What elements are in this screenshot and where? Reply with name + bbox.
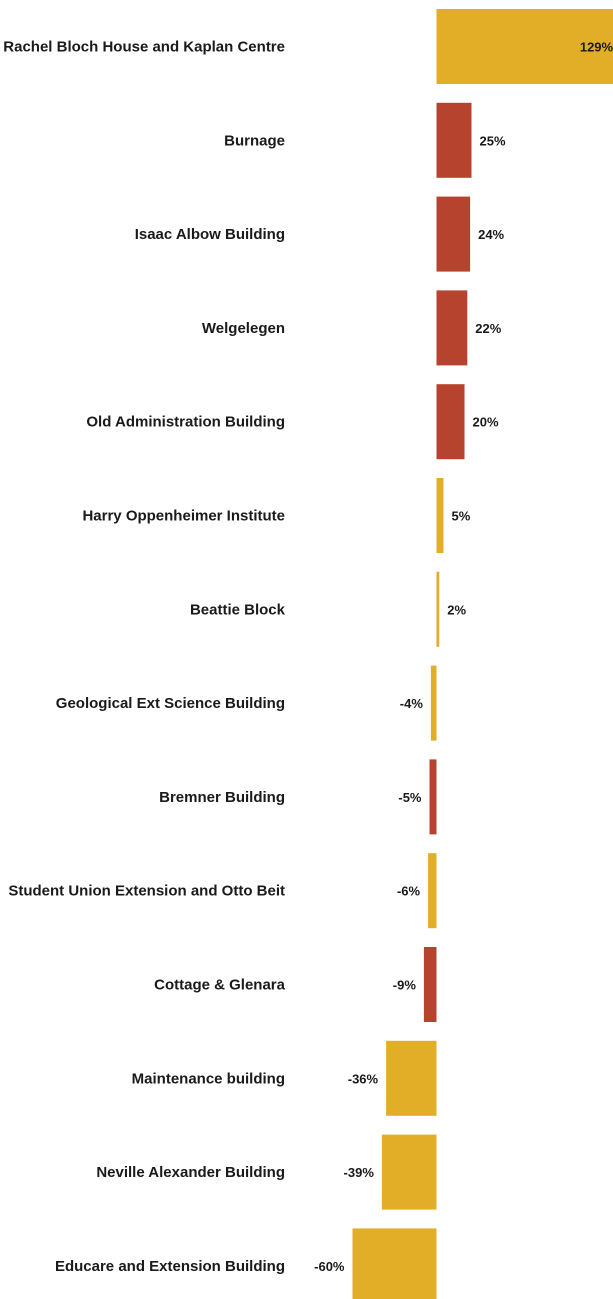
value-label-burnage: 25% [480, 133, 506, 148]
bar-educare-and-extension-building [352, 1228, 437, 1299]
category-label-educare-and-extension-building: Educare and Extension Building [55, 1258, 285, 1275]
value-label-maintenance-building: -36% [348, 1071, 379, 1086]
bar-welgelegen [436, 290, 468, 366]
category-label-student-union-extension-and-otto-beit: Student Union Extension and Otto Beit [8, 883, 285, 900]
category-label-harry-oppenheimer-institute: Harry Oppenheimer Institute [82, 508, 285, 525]
category-label-burnage: Burnage [224, 132, 285, 149]
value-label-welgelegen: 22% [475, 321, 501, 336]
value-label-neville-alexander-building: -39% [344, 1165, 375, 1180]
bar-maintenance-building [386, 1040, 437, 1116]
value-label-old-administration-building: 20% [473, 415, 499, 430]
bar-student-union-extension-and-otto-beit [428, 853, 437, 929]
value-label-geological-ext-science-building: -4% [400, 696, 424, 711]
category-label-rachel-bloch-house-and-kaplan-centre: Rachel Bloch House and Kaplan Centre [3, 39, 285, 56]
value-label-bremner-building: -5% [398, 790, 422, 805]
category-label-geological-ext-science-building: Geological Ext Science Building [56, 695, 285, 712]
category-label-neville-alexander-building: Neville Alexander Building [96, 1164, 285, 1181]
bar-old-administration-building [436, 384, 465, 460]
category-label-bremner-building: Bremner Building [159, 789, 285, 806]
category-label-cottage-and-glenara: Cottage & Glenara [154, 977, 286, 994]
bar-beattie-block [436, 571, 440, 647]
value-label-harry-oppenheimer-institute: 5% [452, 509, 471, 524]
bar-rachel-bloch-house-and-kaplan-centre [436, 9, 613, 84]
bar-harry-oppenheimer-institute [436, 478, 444, 553]
category-label-old-administration-building: Old Administration Building [86, 414, 285, 431]
category-label-maintenance-building: Maintenance building [132, 1070, 285, 1087]
bar-isaac-albow-building [436, 196, 471, 272]
bar-cottage-and-glenara [423, 947, 437, 1022]
category-label-beattie-block: Beattie Block [190, 601, 286, 618]
category-label-welgelegen: Welgelegen [202, 320, 285, 337]
value-label-rachel-bloch-house-and-kaplan-centre: 129% [580, 40, 613, 55]
category-label-isaac-albow-building: Isaac Albow Building [135, 226, 285, 243]
value-label-isaac-albow-building: 24% [478, 227, 504, 242]
bar-burnage [436, 102, 472, 178]
value-label-educare-and-extension-building: -60% [314, 1259, 345, 1274]
value-label-cottage-and-glenara: -9% [393, 978, 417, 993]
bar-neville-alexander-building [381, 1134, 437, 1210]
value-label-beattie-block: 2% [447, 602, 466, 617]
bar-geological-ext-science-building [430, 665, 437, 741]
bar-bremner-building [429, 759, 437, 835]
value-label-student-union-extension-and-otto-beit: -6% [397, 884, 421, 899]
